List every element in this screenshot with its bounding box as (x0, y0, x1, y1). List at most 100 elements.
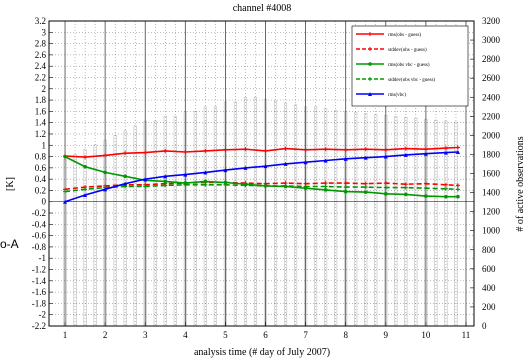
data-point (243, 183, 248, 188)
x-axis-label: analysis time (# day of July 2007) (194, 347, 330, 358)
data-point (383, 192, 388, 196)
data-point (103, 153, 108, 158)
data-point (303, 184, 308, 189)
y-tick-label: 0.2 (35, 185, 46, 195)
data-point (423, 181, 428, 186)
y-tick-label: 0 (42, 197, 47, 207)
data-point (303, 147, 308, 152)
data-point (223, 168, 228, 173)
data-point (383, 147, 388, 152)
data-point (343, 189, 348, 194)
data-point (163, 179, 168, 184)
data-point (383, 185, 388, 190)
x-tick-label: 5 (223, 330, 228, 340)
y-tick-label: -0.4 (32, 219, 47, 229)
y-tick-label: 2 (42, 84, 47, 94)
legend-label: rms(obs - guess) (388, 33, 421, 38)
data-point (123, 181, 128, 186)
data-point (303, 160, 308, 165)
y-axis-label: [K] (5, 177, 16, 191)
data-point (263, 183, 268, 188)
data-point (123, 174, 127, 179)
y-tick-label: 1.8 (35, 95, 47, 105)
data-point (223, 147, 228, 152)
data-point (403, 182, 408, 187)
data-point (283, 146, 288, 151)
x-tick-label: 11 (462, 330, 471, 340)
y-tick-label: 2.8 (35, 39, 47, 49)
y2-tick-label: 2600 (482, 73, 501, 83)
data-point (456, 194, 460, 199)
side-label: o-A (0, 237, 19, 251)
data-point (83, 155, 88, 160)
data-point (444, 194, 448, 199)
data-point (143, 150, 148, 155)
y-tick-label: -2.2 (32, 321, 46, 331)
data-point (455, 145, 460, 150)
data-point (203, 182, 208, 187)
y2-tick-label: 1800 (482, 149, 501, 159)
data-point (263, 148, 268, 153)
data-point (123, 151, 128, 156)
legend-marker (368, 62, 372, 66)
y2-tick-label: 1200 (482, 207, 501, 217)
data-point (143, 184, 148, 189)
data-point (263, 164, 268, 169)
data-point (203, 148, 208, 153)
y-tick-label: 3.2 (35, 16, 46, 26)
y-tick-label: -1.6 (32, 287, 47, 297)
data-point (343, 181, 348, 186)
y2-tick-label: 200 (482, 302, 496, 312)
y-tick-label: -1.8 (32, 298, 47, 308)
y2-tick-label: 3200 (482, 16, 501, 26)
data-point (403, 152, 408, 157)
data-point (403, 146, 408, 151)
y-tick-label: 0.6 (35, 163, 47, 173)
data-point (63, 154, 67, 159)
y2-axis-label: # of active observations (515, 136, 526, 231)
data-point (424, 194, 428, 198)
legend-box (351, 25, 469, 107)
data-point (243, 147, 248, 152)
legend-marker (368, 92, 372, 96)
data-point (363, 147, 368, 152)
data-point (63, 199, 68, 204)
y2-tick-label: 3000 (482, 35, 501, 45)
legend-marker (368, 32, 372, 36)
y-tick-label: -1 (39, 253, 47, 263)
y-tick-label: 0.8 (35, 152, 47, 162)
data-point (83, 192, 88, 197)
y-tick-label: 2.6 (35, 50, 47, 60)
data-point (323, 147, 328, 152)
y-tick-label: -1.2 (32, 265, 46, 275)
legend-label: stddev(obs - guess) (388, 48, 427, 53)
data-point (63, 189, 68, 194)
x-tick-label: 9 (384, 330, 389, 340)
y2-tick-label: 2000 (482, 130, 501, 140)
y2-tick-label: 2800 (482, 54, 501, 64)
y2-tick-label: 1000 (482, 226, 501, 236)
data-point (203, 179, 208, 184)
data-point (163, 183, 168, 188)
legend-label: stddev(obs vbc - guess) (388, 78, 435, 83)
data-point (183, 172, 188, 177)
data-point (423, 186, 428, 191)
data-point (443, 182, 448, 187)
y2-tick-label: 400 (482, 283, 496, 293)
data-point (443, 186, 448, 191)
y-tick-label: 1.6 (35, 106, 47, 116)
y2-tick-label: 1400 (482, 188, 501, 198)
x-tick-label: 2 (103, 330, 108, 340)
y-tick-label: 1.2 (35, 129, 46, 139)
y2-tick-label: 2400 (482, 92, 501, 102)
x-tick-label: 3 (143, 330, 148, 340)
legend-marker (368, 77, 372, 81)
y-tick-label: 0.4 (35, 174, 47, 184)
x-tick-label: 8 (343, 330, 348, 340)
y-tick-label: -0.2 (32, 208, 46, 218)
y-tick-label: 3 (42, 27, 47, 37)
data-point (383, 181, 388, 186)
data-point (183, 182, 188, 187)
y2-tick-label: 2200 (482, 111, 501, 121)
legend-label: rms(obs vbc - guess) (388, 63, 430, 68)
